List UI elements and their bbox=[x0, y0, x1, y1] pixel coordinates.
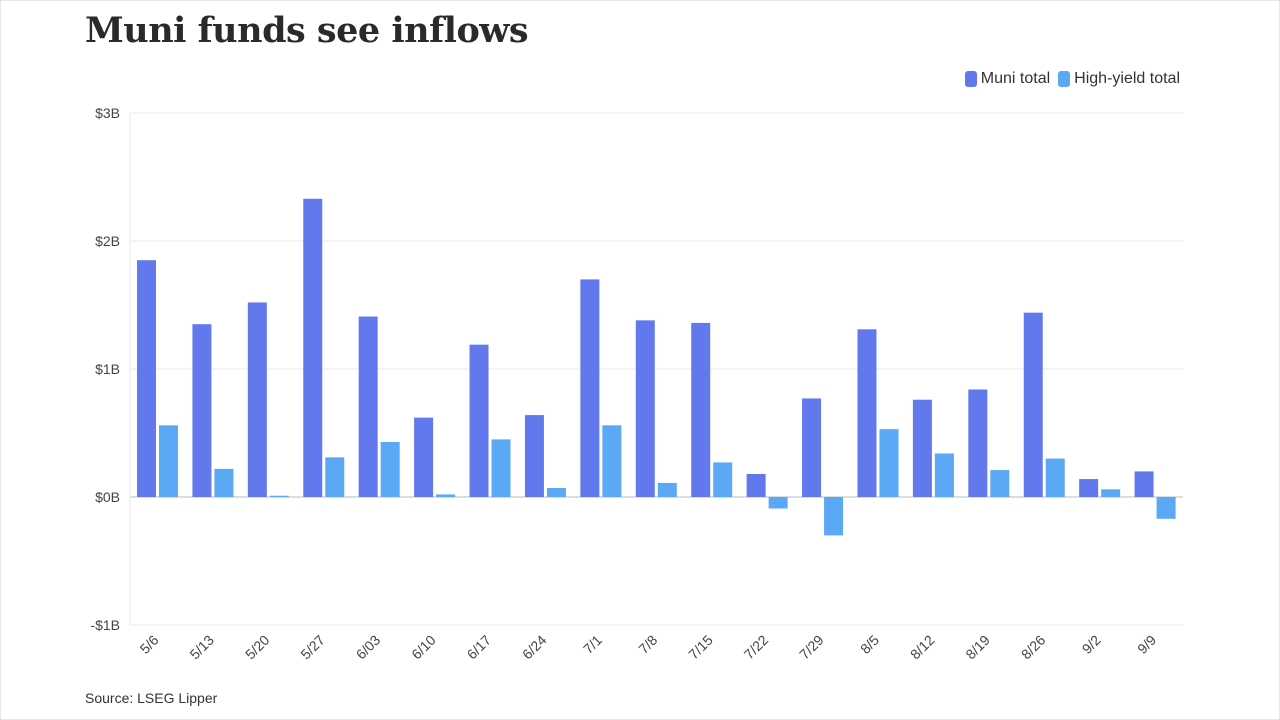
x-tick-label: 7/1 bbox=[580, 632, 605, 657]
legend-item-muni-total: Muni total bbox=[964, 70, 1051, 88]
legend-item-high-yield-total: High-yield total bbox=[1058, 70, 1180, 88]
x-tick-label: 6/17 bbox=[464, 632, 495, 663]
x-tick-label: 7/8 bbox=[635, 632, 660, 657]
high-yield-total-bar bbox=[325, 457, 345, 497]
muni-total-bar bbox=[802, 398, 822, 497]
muni-total-bar bbox=[469, 344, 489, 497]
x-tick-label: 6/10 bbox=[408, 632, 439, 663]
x-tick-label: 5/20 bbox=[242, 632, 273, 663]
muni-total-bar bbox=[746, 473, 766, 497]
x-tick-label: 7/15 bbox=[685, 632, 716, 663]
muni-total-bar bbox=[1023, 312, 1043, 497]
x-tick-label: 5/13 bbox=[186, 632, 217, 663]
muni-total-bar bbox=[691, 322, 711, 497]
muni-total-bar bbox=[247, 302, 267, 497]
x-tick-label: 9/9 bbox=[1134, 632, 1159, 657]
y-tick-label: $3B bbox=[95, 105, 120, 121]
high-yield-total-bar bbox=[1045, 458, 1065, 497]
high-yield-total-bar bbox=[1101, 489, 1121, 497]
x-tick-label: 6/03 bbox=[353, 632, 384, 663]
y-tick-label: $0B bbox=[95, 489, 120, 505]
legend-label-muni-total: Muni total bbox=[980, 70, 1051, 87]
legend-label-high-yield-total: High-yield total bbox=[1074, 70, 1180, 87]
x-tick-label: 8/26 bbox=[1018, 632, 1049, 663]
high-yield-total-bar bbox=[546, 488, 566, 497]
x-tick-label: 8/12 bbox=[907, 632, 938, 663]
muni-total-bar bbox=[968, 389, 988, 497]
x-tick-label: 8/19 bbox=[962, 632, 993, 663]
legend-swatch-muni-total bbox=[964, 71, 977, 87]
high-yield-total-bar bbox=[990, 470, 1010, 497]
high-yield-total-bar bbox=[380, 441, 400, 497]
muni-total-bar bbox=[580, 279, 600, 497]
x-tick-label: 7/22 bbox=[741, 632, 772, 663]
source-note: Source: LSEG Lipper bbox=[85, 690, 218, 706]
high-yield-total-bar bbox=[602, 425, 622, 497]
high-yield-total-bar bbox=[934, 453, 954, 497]
x-tick-label: 6/24 bbox=[519, 632, 550, 663]
x-tick-label: 7/29 bbox=[796, 632, 827, 663]
high-yield-total-bar bbox=[768, 497, 788, 509]
high-yield-total-bar bbox=[879, 429, 899, 497]
muni-total-bar bbox=[524, 415, 544, 497]
muni-total-bar bbox=[192, 324, 212, 497]
muni-total-bar bbox=[912, 399, 932, 497]
high-yield-total-bar bbox=[657, 482, 677, 497]
muni-total-bar bbox=[358, 316, 378, 497]
high-yield-total-bar bbox=[824, 497, 844, 536]
high-yield-total-bar bbox=[1156, 497, 1176, 519]
muni-total-bar bbox=[414, 417, 434, 497]
muni-total-bar bbox=[137, 260, 156, 497]
high-yield-total-bar bbox=[491, 439, 511, 497]
y-tick-label: $1B bbox=[95, 361, 120, 377]
x-tick-label: 9/2 bbox=[1079, 632, 1104, 657]
x-tick-label: 5/27 bbox=[297, 632, 328, 663]
muni-total-bar bbox=[303, 198, 323, 497]
y-tick-label: $2B bbox=[95, 233, 120, 249]
muni-total-bar bbox=[857, 329, 877, 497]
muni-total-bar bbox=[1079, 479, 1099, 497]
high-yield-total-bar bbox=[269, 495, 289, 497]
x-tick-label: 5/6 bbox=[137, 632, 162, 657]
high-yield-total-bar bbox=[436, 494, 456, 497]
legend: Muni total High-yield total bbox=[964, 70, 1180, 88]
high-yield-total-bar bbox=[713, 462, 733, 497]
muni-total-bar bbox=[635, 320, 655, 497]
chart-title: Muni funds see inflows bbox=[85, 10, 529, 51]
x-tick-label: 8/5 bbox=[857, 632, 882, 657]
muni-total-bar bbox=[1134, 471, 1154, 497]
y-tick-label: -$1B bbox=[90, 617, 120, 633]
high-yield-total-bar bbox=[214, 468, 234, 497]
legend-swatch-high-yield-total bbox=[1058, 71, 1071, 87]
high-yield-total-bar bbox=[159, 425, 178, 497]
